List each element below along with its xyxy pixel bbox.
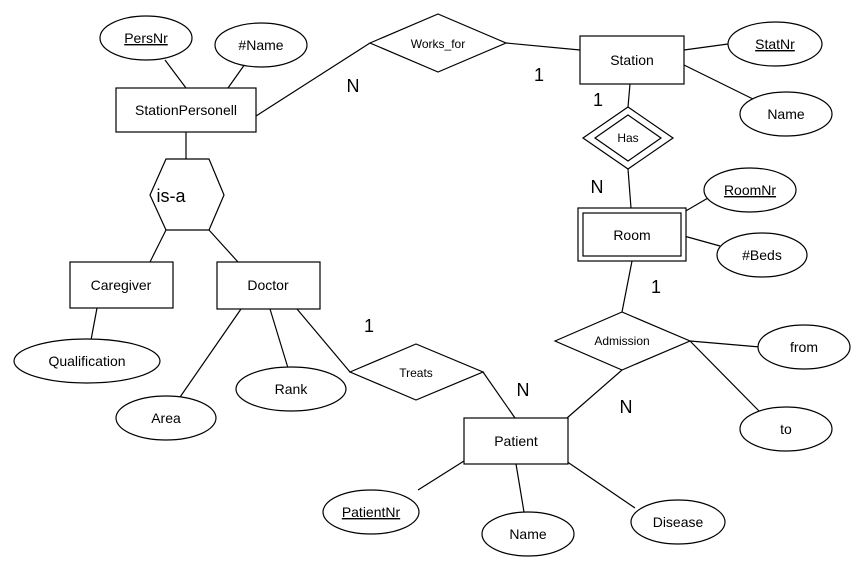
edge-doctor-rank xyxy=(269,308,289,369)
attribute-label: Disease xyxy=(653,514,704,530)
entity-label: Room xyxy=(613,227,650,243)
edge-name-personell xyxy=(227,63,246,89)
attribute-to: to xyxy=(739,406,833,452)
entity-caregiver: Caregiver xyxy=(69,261,174,309)
attribute-roomnr-key: RoomNr xyxy=(703,167,797,213)
edge-station-has xyxy=(627,83,631,108)
edge-patient-disease xyxy=(565,460,636,509)
attribute-label: RoomNr xyxy=(724,182,776,198)
attribute-label: #Name xyxy=(238,37,283,53)
attribute-disease: Disease xyxy=(630,499,726,545)
edge-admission-patient xyxy=(566,369,623,419)
entity-label: StationPersonell xyxy=(135,102,237,118)
entity-station: Station xyxy=(579,35,685,85)
relationship-treats: Treats xyxy=(348,343,485,401)
attribute-label: #Beds xyxy=(742,247,782,263)
attribute-area: Area xyxy=(115,395,217,441)
attribute-qualification: Qualification xyxy=(13,338,161,384)
attribute-label: Rank xyxy=(275,381,309,397)
edge-patient-patientnr xyxy=(417,460,465,491)
attribute-persnr-key: PersNr xyxy=(99,15,193,61)
attribute-label: Qualification xyxy=(48,353,125,369)
attribute-label: PersNr xyxy=(124,30,168,46)
cardinality-has-room: N xyxy=(591,177,604,197)
edge-room-beds xyxy=(683,235,721,247)
edge-has-room xyxy=(627,168,632,209)
relationship-label: Treats xyxy=(399,366,433,380)
entity-label: Caregiver xyxy=(91,277,152,293)
edge-admission-to xyxy=(689,340,761,413)
attribute-statnr-key: StatNr xyxy=(727,21,823,67)
isa-hexagon: is-a xyxy=(149,158,225,231)
attribute-patientnr-key: PatientNr xyxy=(322,489,420,535)
cardinality-has-station: 1 xyxy=(593,90,603,110)
attribute-label: Name xyxy=(767,106,805,122)
attribute-from: from xyxy=(757,324,851,370)
attribute-label: from xyxy=(790,339,818,355)
cardinality-works-for-station: 1 xyxy=(534,65,544,85)
edge-doctor-area xyxy=(177,308,242,401)
edge-room-roomnr xyxy=(683,197,709,213)
attribute-beds: #Beds xyxy=(716,232,808,278)
edge-persnr-personell xyxy=(164,59,187,89)
cardinality-treats-patient: N xyxy=(517,380,530,400)
attribute-rank: Rank xyxy=(235,366,347,412)
cardinalities: N 1 1 N 1 N 1 N xyxy=(347,65,662,417)
cardinality-admission-patient: N xyxy=(620,397,633,417)
edge-personell-worksfor xyxy=(255,42,371,117)
entity-label: Doctor xyxy=(247,277,289,293)
attribute-label: to xyxy=(780,421,792,437)
edge-admission-from xyxy=(689,340,761,348)
cardinality-works-for-personell: N xyxy=(347,76,360,96)
connections xyxy=(90,42,761,513)
attribute-label: Area xyxy=(151,410,181,426)
cardinality-treats-doctor: 1 xyxy=(364,316,374,336)
edge-isa-doctor xyxy=(208,229,239,263)
edge-doctor-treats xyxy=(296,308,351,373)
edge-worksfor-station xyxy=(505,42,581,51)
entity-station-personell: StationPersonell xyxy=(115,87,257,133)
isa-label: is-a xyxy=(156,186,186,206)
attribute-label: StatNr xyxy=(755,36,795,52)
attribute-name-hash: #Name xyxy=(214,22,308,68)
relationship-admission: Admission xyxy=(553,311,692,371)
relationship-label: Works_for xyxy=(411,37,465,51)
edge-room-admission xyxy=(621,260,633,313)
entity-room-weak: Room xyxy=(577,207,687,262)
attribute-station-name: Name xyxy=(739,91,833,137)
edge-caregiver-qualification xyxy=(90,307,98,341)
edge-treats-patient xyxy=(482,371,516,419)
entity-label: Patient xyxy=(494,433,538,449)
attribute-patient-name: Name xyxy=(481,511,575,557)
cardinality-admission-room: 1 xyxy=(651,277,661,297)
edge-patient-name xyxy=(515,463,525,513)
relationship-has-identifying: Has xyxy=(581,106,675,170)
relationship-works-for: Works_for xyxy=(368,13,508,73)
entity-patient: Patient xyxy=(463,417,569,465)
entity-label: Station xyxy=(610,52,654,68)
relationship-label: Admission xyxy=(594,334,649,348)
attribute-label: PatientNr xyxy=(342,504,401,520)
edge-station-name xyxy=(683,64,756,101)
edge-station-statnr xyxy=(683,43,729,51)
attribute-label: Name xyxy=(509,526,547,542)
edge-isa-caregiver xyxy=(149,229,167,263)
relationship-label: Has xyxy=(617,131,638,145)
entity-doctor: Doctor xyxy=(216,261,321,310)
